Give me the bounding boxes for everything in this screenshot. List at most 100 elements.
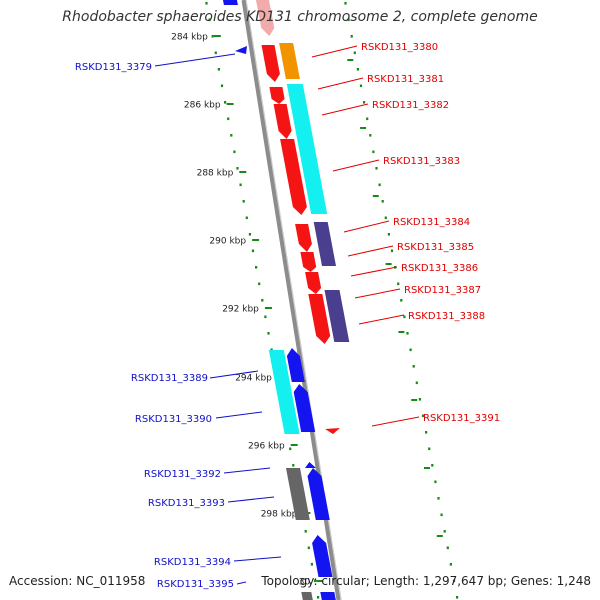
- guide-dot-right: [437, 497, 440, 500]
- topology-text: Topology: circular; Length: 1,297,647 bp…: [261, 574, 591, 588]
- accession-text: Accession: NC_011958: [9, 574, 146, 588]
- gene-label: RSKD131_3392: [144, 469, 221, 480]
- guide-dot-left: [289, 447, 292, 451]
- guide-dot-left: [258, 282, 261, 286]
- gene-label-leader: [347, 245, 394, 257]
- gene-rskd131-3382a: [269, 87, 285, 104]
- gene-rskd131-3385: [295, 224, 312, 252]
- guide-dot-right: [384, 216, 387, 220]
- gene-rskd131-3380: [279, 43, 300, 79]
- gene-label-leader: [215, 411, 263, 419]
- gene-label: RSKD131_3395: [157, 579, 234, 590]
- gene-rskd131-3390a: [286, 348, 305, 382]
- gene-rskd131-3386: [300, 252, 317, 272]
- gene-label: RSKD131_3389: [131, 373, 208, 384]
- guide-dot-left: [248, 233, 251, 236]
- guide-dot-right: [403, 315, 406, 319]
- guide-dot-left: [239, 183, 242, 187]
- gene-features: [222, 0, 350, 600]
- gene-label-leader: [321, 103, 369, 116]
- gene-label: RSKD131_3382: [372, 100, 449, 111]
- guide-dot-right: [378, 183, 381, 187]
- guide-dot-right: [431, 464, 434, 467]
- gene-rskd131-3393: [307, 468, 330, 520]
- gene-label-leader: [343, 220, 390, 233]
- guide-dot-right: [449, 563, 452, 566]
- guide-dot-left: [220, 84, 224, 88]
- gene-rskd131-3387: [305, 272, 322, 294]
- guide-dot-left: [313, 579, 317, 583]
- gene-rskd131-3393-tip: [305, 462, 316, 468]
- gene-label-leader: [223, 467, 271, 474]
- guide-dot-right: [397, 282, 400, 286]
- gene-label: RSKD131_3385: [397, 242, 474, 253]
- guide-dot-left: [217, 68, 220, 71]
- guide-dot-right: [456, 596, 459, 599]
- gene-rskd131-3388: [308, 294, 331, 344]
- guide-dot-right: [425, 431, 428, 434]
- guide-dot-right: [347, 18, 350, 22]
- guide-dot-left: [255, 266, 258, 269]
- guide-dot-right: [452, 579, 456, 583]
- gene-label: RSKD131_3384: [393, 217, 470, 228]
- guide-dot-right: [412, 365, 415, 368]
- guide-dot-right: [390, 249, 394, 253]
- gene-label: RSKD131_3388: [408, 311, 485, 322]
- gene-label: RSKD131_3380: [361, 42, 438, 53]
- guide-dot-left: [205, 2, 208, 5]
- gene-rskd131-3395: [320, 592, 336, 600]
- gene-rskd131-3392: [286, 468, 310, 520]
- guide-dot-left: [245, 216, 248, 220]
- gene-grey-bottom: [301, 592, 313, 600]
- guide-dot-right: [366, 117, 369, 121]
- guide-dot-left: [261, 299, 264, 302]
- gene-label-leader: [354, 288, 401, 299]
- gene-rskd131-3389: [268, 350, 300, 434]
- gene-label-leader: [209, 370, 259, 379]
- gene-purple-b: [324, 290, 350, 342]
- guide-dot-right: [350, 35, 353, 38]
- guide-dot-left: [236, 167, 239, 170]
- gene-label: RSKD131_3386: [401, 263, 478, 274]
- guide-dot-right: [353, 51, 356, 55]
- gene-rskd131-3390: [293, 384, 316, 432]
- guide-dot-left: [224, 101, 227, 104]
- gene-label-leader: [332, 159, 380, 172]
- gene-label: RSKD131_3387: [404, 285, 481, 296]
- tick-label: 294 kbp: [235, 374, 272, 384]
- gene-label-leader: [350, 266, 398, 277]
- guide-dot-right: [356, 68, 359, 71]
- guide-dot-left: [211, 35, 214, 38]
- guide-dot-right: [421, 414, 425, 418]
- tick-label: 284 kbp: [171, 33, 208, 43]
- guide-dot-left: [292, 464, 295, 467]
- tick-label: 290 kbp: [209, 237, 246, 247]
- guide-dot-right: [428, 447, 431, 451]
- gene-rskd131-3383: [280, 139, 307, 215]
- guide-dot-right: [443, 530, 446, 533]
- guide-dot-left: [304, 530, 307, 533]
- guide-dot-right: [434, 480, 437, 484]
- gene-label: RSKD131_3379: [75, 62, 152, 73]
- guide-dot-left: [264, 315, 267, 319]
- gene-label-leader: [154, 53, 236, 67]
- guide-dot-right: [369, 134, 372, 137]
- guide-dot-right: [344, 2, 347, 5]
- guide-dot-left: [307, 546, 310, 550]
- gene-purple-a: [313, 222, 336, 266]
- gene-labels: RSKD131_3379 RSKD131_3380 RSKD131_3381 RSKD…: [75, 42, 500, 590]
- guide-dot-left: [233, 150, 236, 154]
- gene-label-leader: [371, 416, 420, 427]
- guide-dot-left: [317, 596, 320, 599]
- guide-dot-right: [400, 299, 403, 302]
- gene-rskd131-3379: [235, 46, 247, 54]
- feature-pink-top: [255, 0, 275, 36]
- tick-label: 30: [299, 578, 311, 588]
- guide-dot-left: [214, 51, 217, 55]
- gene-label: RSKD131_3394: [154, 557, 231, 568]
- guide-dot-left: [227, 117, 230, 121]
- tick-label: 286 kbp: [184, 101, 221, 111]
- gene-label-leader: [317, 77, 364, 90]
- tick-label: 296 kbp: [248, 442, 285, 452]
- guide-dot-left: [208, 18, 211, 22]
